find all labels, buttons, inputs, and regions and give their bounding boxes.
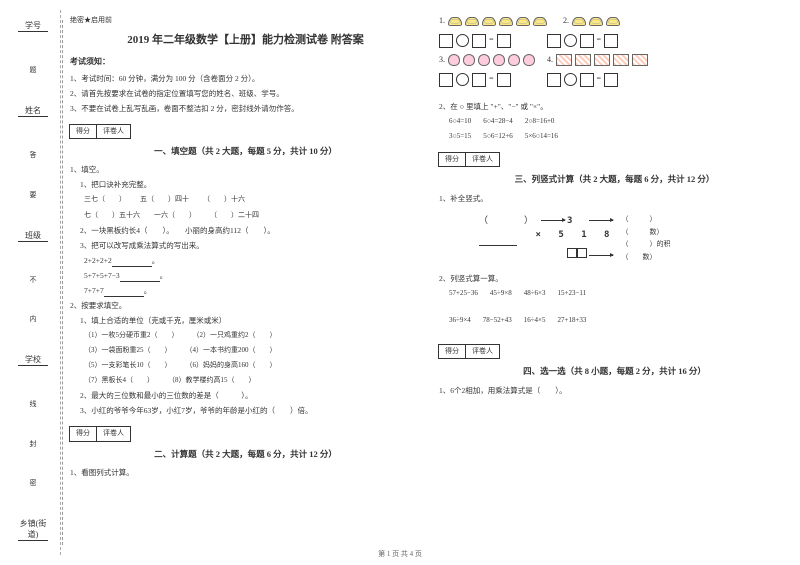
score-box-1: 得分 评卷人	[70, 124, 421, 139]
op-circle[interactable]	[456, 34, 469, 47]
vertical-calc: （ ）3 × 5 1 8 （ ） （ 数） （ ）的积 （ 数）	[459, 208, 790, 269]
binding-margin: 学号 题 姓名 答 要 班级 不 内 学校 线 封 密 乡镇(街道)	[8, 20, 63, 545]
section-2-title: 二、计算题（共 2 大题，每题 6 分，共计 12 分）	[70, 448, 421, 462]
eq-line-1: = =	[439, 34, 790, 48]
answer-box[interactable]	[439, 34, 453, 48]
seal-hint: 题	[28, 66, 38, 75]
notice-title: 考试须知：	[70, 56, 421, 69]
section-3-title: 三、列竖式计算（共 2 大题，每题 6 分，共计 12 分）	[439, 173, 790, 187]
page-footer: 第 1 页 共 4 页	[0, 549, 800, 559]
score-box-3: 得分 评卷人	[439, 152, 790, 167]
field-xingming[interactable]: 姓名	[18, 105, 48, 117]
left-column: 绝密★启用前 2019 年二年级数学【上册】能力检测试卷 附答案 考试须知： 1…	[70, 15, 421, 540]
score-box-4: 得分 评卷人	[439, 344, 790, 359]
secret-label: 绝密★启用前	[70, 15, 421, 26]
field-xuehao[interactable]: 学号	[18, 20, 48, 32]
paper-title: 2019 年二年级数学【上册】能力检测试卷 附答案	[70, 32, 421, 50]
banana-icon	[448, 17, 462, 26]
banana-row: 1. 2.	[439, 15, 790, 28]
right-column: 1. 2. = = 3. 4. = = 2、在 ○ 里填上 "+"、"−" 或 …	[439, 15, 790, 540]
cake-icon	[556, 54, 572, 66]
field-banji[interactable]: 班级	[18, 230, 48, 242]
fruit-icon	[448, 54, 460, 66]
field-xiangzhen[interactable]: 乡镇(街道)	[18, 518, 48, 541]
seal-line	[60, 10, 61, 555]
section-4-title: 四、选一选（共 8 小题，每题 2 分，共计 16 分）	[439, 365, 790, 379]
fruit-cake-row: 3. 4.	[439, 54, 790, 67]
section-1-title: 一、填空题（共 2 大题，每题 5 分，共计 10 分）	[70, 145, 421, 159]
score-box-2: 得分 评卷人	[70, 426, 421, 441]
field-xuexiao[interactable]: 学校	[18, 354, 48, 366]
